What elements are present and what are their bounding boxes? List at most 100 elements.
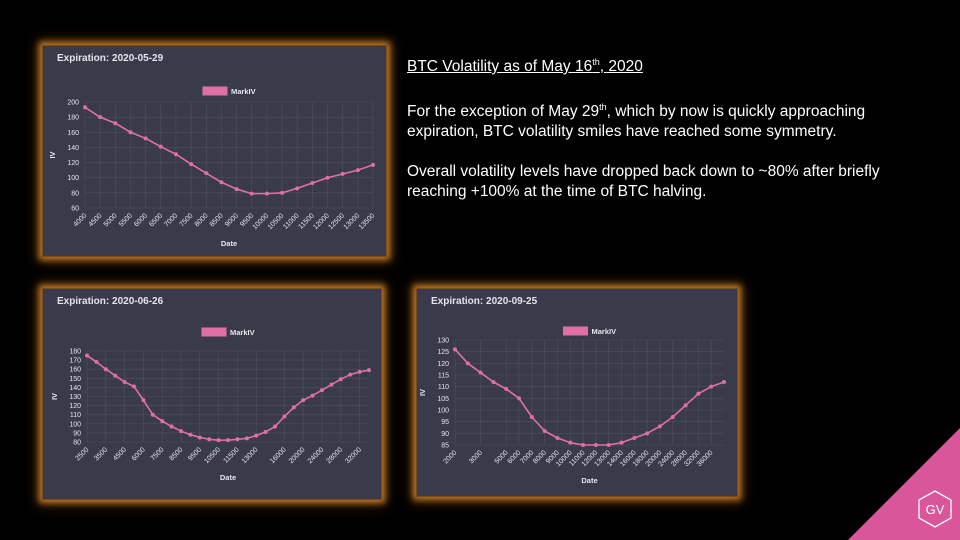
data-point [465,361,470,366]
data-point [310,393,315,398]
logo-triangle [848,428,960,540]
data-point [581,443,586,447]
data-point [568,440,573,445]
series-line [84,106,374,195]
x-tick-label: 8000 [532,449,548,465]
chart-panel-jun26: Expiration: 2020-06-26 80 90 100 110 120 130 1… [42,288,382,500]
data-point [348,372,353,377]
commentary: BTC Volatility as of May 16th, 2020 For … [407,52,927,222]
x-tick-label: 7500 [179,212,195,228]
x-tick-label: 3500 [93,446,109,462]
y-tick-label: 120 [69,403,81,410]
x-tick-label: 2500 [74,446,90,462]
hexagon-icon [918,490,952,528]
data-point [98,115,103,120]
y-tick-label: 180 [67,115,79,122]
data-point [295,186,300,191]
x-tick-label: 20000 [288,446,307,465]
data-point [249,191,254,196]
y-axis-title: IV [418,389,427,396]
y-tick-label: 120 [67,160,79,167]
heading-text: BTC Volatility as of May 16 [407,58,593,76]
chart-svg: 85 90 95 100 105 110 115 120 125 130 2000 3000 50006… [418,326,726,485]
data-point [188,432,193,437]
y-axis-title: IV [50,393,59,400]
data-point [325,175,330,180]
x-tick-label: 9000 [224,212,240,228]
data-point [593,443,598,447]
x-tick-label: 5000 [103,212,119,228]
x-tick-label: 10500 [267,212,286,231]
x-tick-label: 9500 [187,446,203,462]
data-point [491,380,496,384]
x-tick-label: 11000 [282,212,300,230]
y-tick-label: 95 [441,419,449,426]
y-tick-label: 180 [69,349,81,356]
y-tick-label: 90 [73,430,81,437]
y-tick-label: 105 [437,396,449,403]
legend-swatch [202,86,228,96]
data-point [173,152,178,157]
chart-title: Expiration: 2020-05-29 [57,53,164,64]
data-point [94,359,99,364]
data-point [103,367,108,372]
data-point [542,429,547,433]
data-point [273,424,277,429]
x-tick-label: 13500 [358,212,377,231]
y-tick-label: 120 [437,361,449,368]
chart-title: Expiration: 2020-06-26 [57,296,164,307]
data-point [291,405,296,410]
data-point [254,433,259,438]
data-point [453,347,457,352]
x-tick-label: 8500 [168,446,184,462]
data-point [371,162,375,167]
data-point [320,388,324,393]
para1-text-end: , which by now is quickly approaching ex… [407,103,866,141]
data-point [264,191,269,196]
data-point [113,373,118,378]
data-point [301,398,306,403]
heading-sup: th [592,57,600,67]
y-tick-label: 85 [441,443,449,450]
x-tick-label: 13000 [241,446,260,465]
data-point [226,438,230,443]
y-tick-label: 140 [67,145,79,152]
data-point [197,435,202,440]
x-tick-label: 32000 [344,446,363,465]
data-point [657,424,662,429]
y-tick-label: 130 [69,394,81,401]
data-point [207,437,212,442]
data-point [85,353,89,358]
y-tick-label: 100 [437,408,449,415]
y-tick-label: 90 [441,431,449,438]
x-tick-label: 8500 [209,212,225,228]
para1-text: For the exception of May 29 [407,103,600,121]
y-tick-label: 130 [437,338,449,345]
data-point [204,171,209,176]
data-point [504,387,509,391]
data-point [367,368,371,373]
data-point [179,429,183,434]
y-tick-label: 115 [438,373,449,380]
data-point [709,384,714,389]
data-point [340,171,345,176]
data-point [683,403,688,408]
y-tick-label: 100 [69,421,81,428]
data-point [310,181,315,186]
y-tick-label: 125 [437,349,449,356]
data-point [282,414,287,419]
x-axis-title: Date [221,239,237,248]
y-axis-title: IV [48,151,57,158]
slide-heading: BTC Volatility as of May 16th, 2020 [407,52,927,77]
y-tick-label: 160 [69,367,81,374]
paragraph-2: Overall volatility levels have dropped b… [407,163,880,201]
data-point [160,419,165,424]
data-point [150,412,155,417]
y-tick-label: 170 [69,358,81,365]
y-tick-label: 60 [71,206,79,213]
legend-label: MarkIV [592,327,617,336]
x-tick-label: 6500 [148,212,164,228]
chart-title: Expiration: 2020-09-25 [431,296,538,307]
x-tick-label: 6000 [506,449,522,465]
data-point [263,429,268,434]
